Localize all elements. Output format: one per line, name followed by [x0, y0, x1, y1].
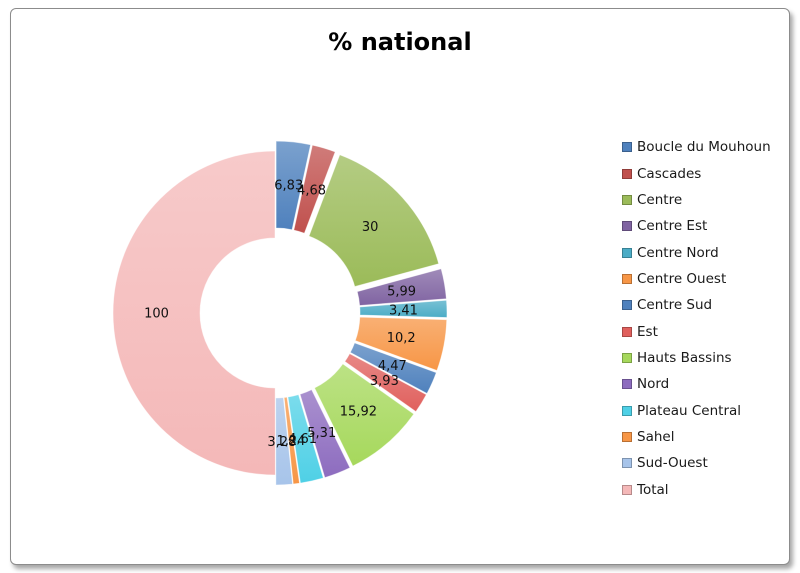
legend-item: Centre Ouest [622, 266, 792, 292]
legend-swatch [622, 405, 632, 416]
legend-item: Centre Nord [622, 239, 792, 265]
legend-swatch [622, 168, 632, 179]
legend-label: Centre Sud [637, 297, 713, 314]
chart-legend: Boucle du Mouhoun Cascades Centre Centre Es… [622, 134, 792, 503]
legend-swatch [622, 431, 632, 442]
slice-boucle-du-mouhoun [275, 140, 312, 231]
data-label-nord: 5,31 [307, 426, 336, 441]
legend-item: Total [622, 476, 792, 502]
legend-item: Boucle du Mouhoun [622, 134, 792, 160]
data-label-cascades: 4,68 [297, 183, 326, 198]
legend-label: Centre Nord [637, 244, 719, 261]
legend-label: Cascades [637, 165, 702, 182]
slice-sud-ouest [275, 397, 293, 486]
data-label-boucle-du-mouhoun: 6,83 [274, 179, 303, 194]
slice-plateau-central [287, 394, 324, 484]
legend-label: Nord [637, 376, 670, 393]
legend-swatch [622, 458, 632, 469]
legend-item: Centre Est [622, 213, 792, 239]
legend-swatch [622, 273, 632, 284]
legend-item: Nord [622, 371, 792, 397]
legend-label: Hauts Bassins [637, 349, 732, 366]
slice-nord [299, 389, 351, 479]
legend-swatch [622, 221, 632, 232]
data-label-est: 3,93 [370, 374, 399, 389]
legend-swatch [622, 379, 632, 390]
data-label-centre-sud: 4,47 [378, 359, 407, 374]
slice-centre-ouest [354, 316, 448, 371]
legend-item: Sud-Ouest [622, 450, 792, 476]
data-label-centre: 30 [362, 220, 379, 235]
legend-swatch [622, 484, 632, 495]
legend-item: Hauts Bassins [622, 345, 792, 371]
legend-swatch [622, 300, 632, 311]
legend-item: Cascades [622, 160, 792, 186]
data-label-total: 100 [144, 307, 169, 322]
data-label-centre-nord: 3,41 [389, 303, 418, 318]
legend-label: Centre Est [637, 218, 708, 235]
legend-item: Centre [622, 187, 792, 213]
legend-swatch [622, 326, 632, 337]
legend-swatch [622, 194, 632, 205]
slice-sahel [283, 396, 300, 485]
legend-label: Sahel [637, 428, 675, 445]
legend-swatch [622, 247, 632, 258]
slice-centre-est [356, 268, 447, 306]
legend-item: Est [622, 318, 792, 344]
data-label-sud-ouest: 3,28 [267, 435, 296, 450]
slice-cascades [293, 144, 336, 234]
slice-est [344, 353, 427, 413]
legend-item: Plateau Central [622, 397, 792, 423]
data-label-hauts-bassins: 15,92 [340, 404, 377, 419]
legend-label: Est [637, 323, 658, 340]
legend-label: Boucle du Mouhoun [637, 139, 771, 156]
legend-label: Total [637, 481, 669, 498]
legend-label: Plateau Central [637, 402, 742, 419]
legend-item: Sahel [622, 424, 792, 450]
slice-total [112, 150, 276, 476]
data-label-centre-ouest: 10,2 [387, 331, 416, 346]
legend-label: Centre [637, 191, 683, 208]
data-label-sahel: 1,24 [276, 434, 305, 449]
slice-hauts-bassins [313, 363, 415, 467]
data-label-centre-est: 5,99 [387, 285, 416, 300]
slice-centre-sud [349, 342, 437, 394]
legend-label: Centre Ouest [637, 270, 727, 287]
slice-centre [308, 154, 440, 288]
legend-swatch [622, 352, 632, 363]
legend-swatch [622, 142, 632, 153]
slice-centre-nord [359, 299, 448, 318]
data-label-plateau-central: 4,61 [288, 432, 317, 447]
legend-label: Sud-Ouest [637, 455, 708, 472]
legend-item: Centre Sud [622, 292, 792, 318]
chart-title: % national [328, 28, 472, 56]
